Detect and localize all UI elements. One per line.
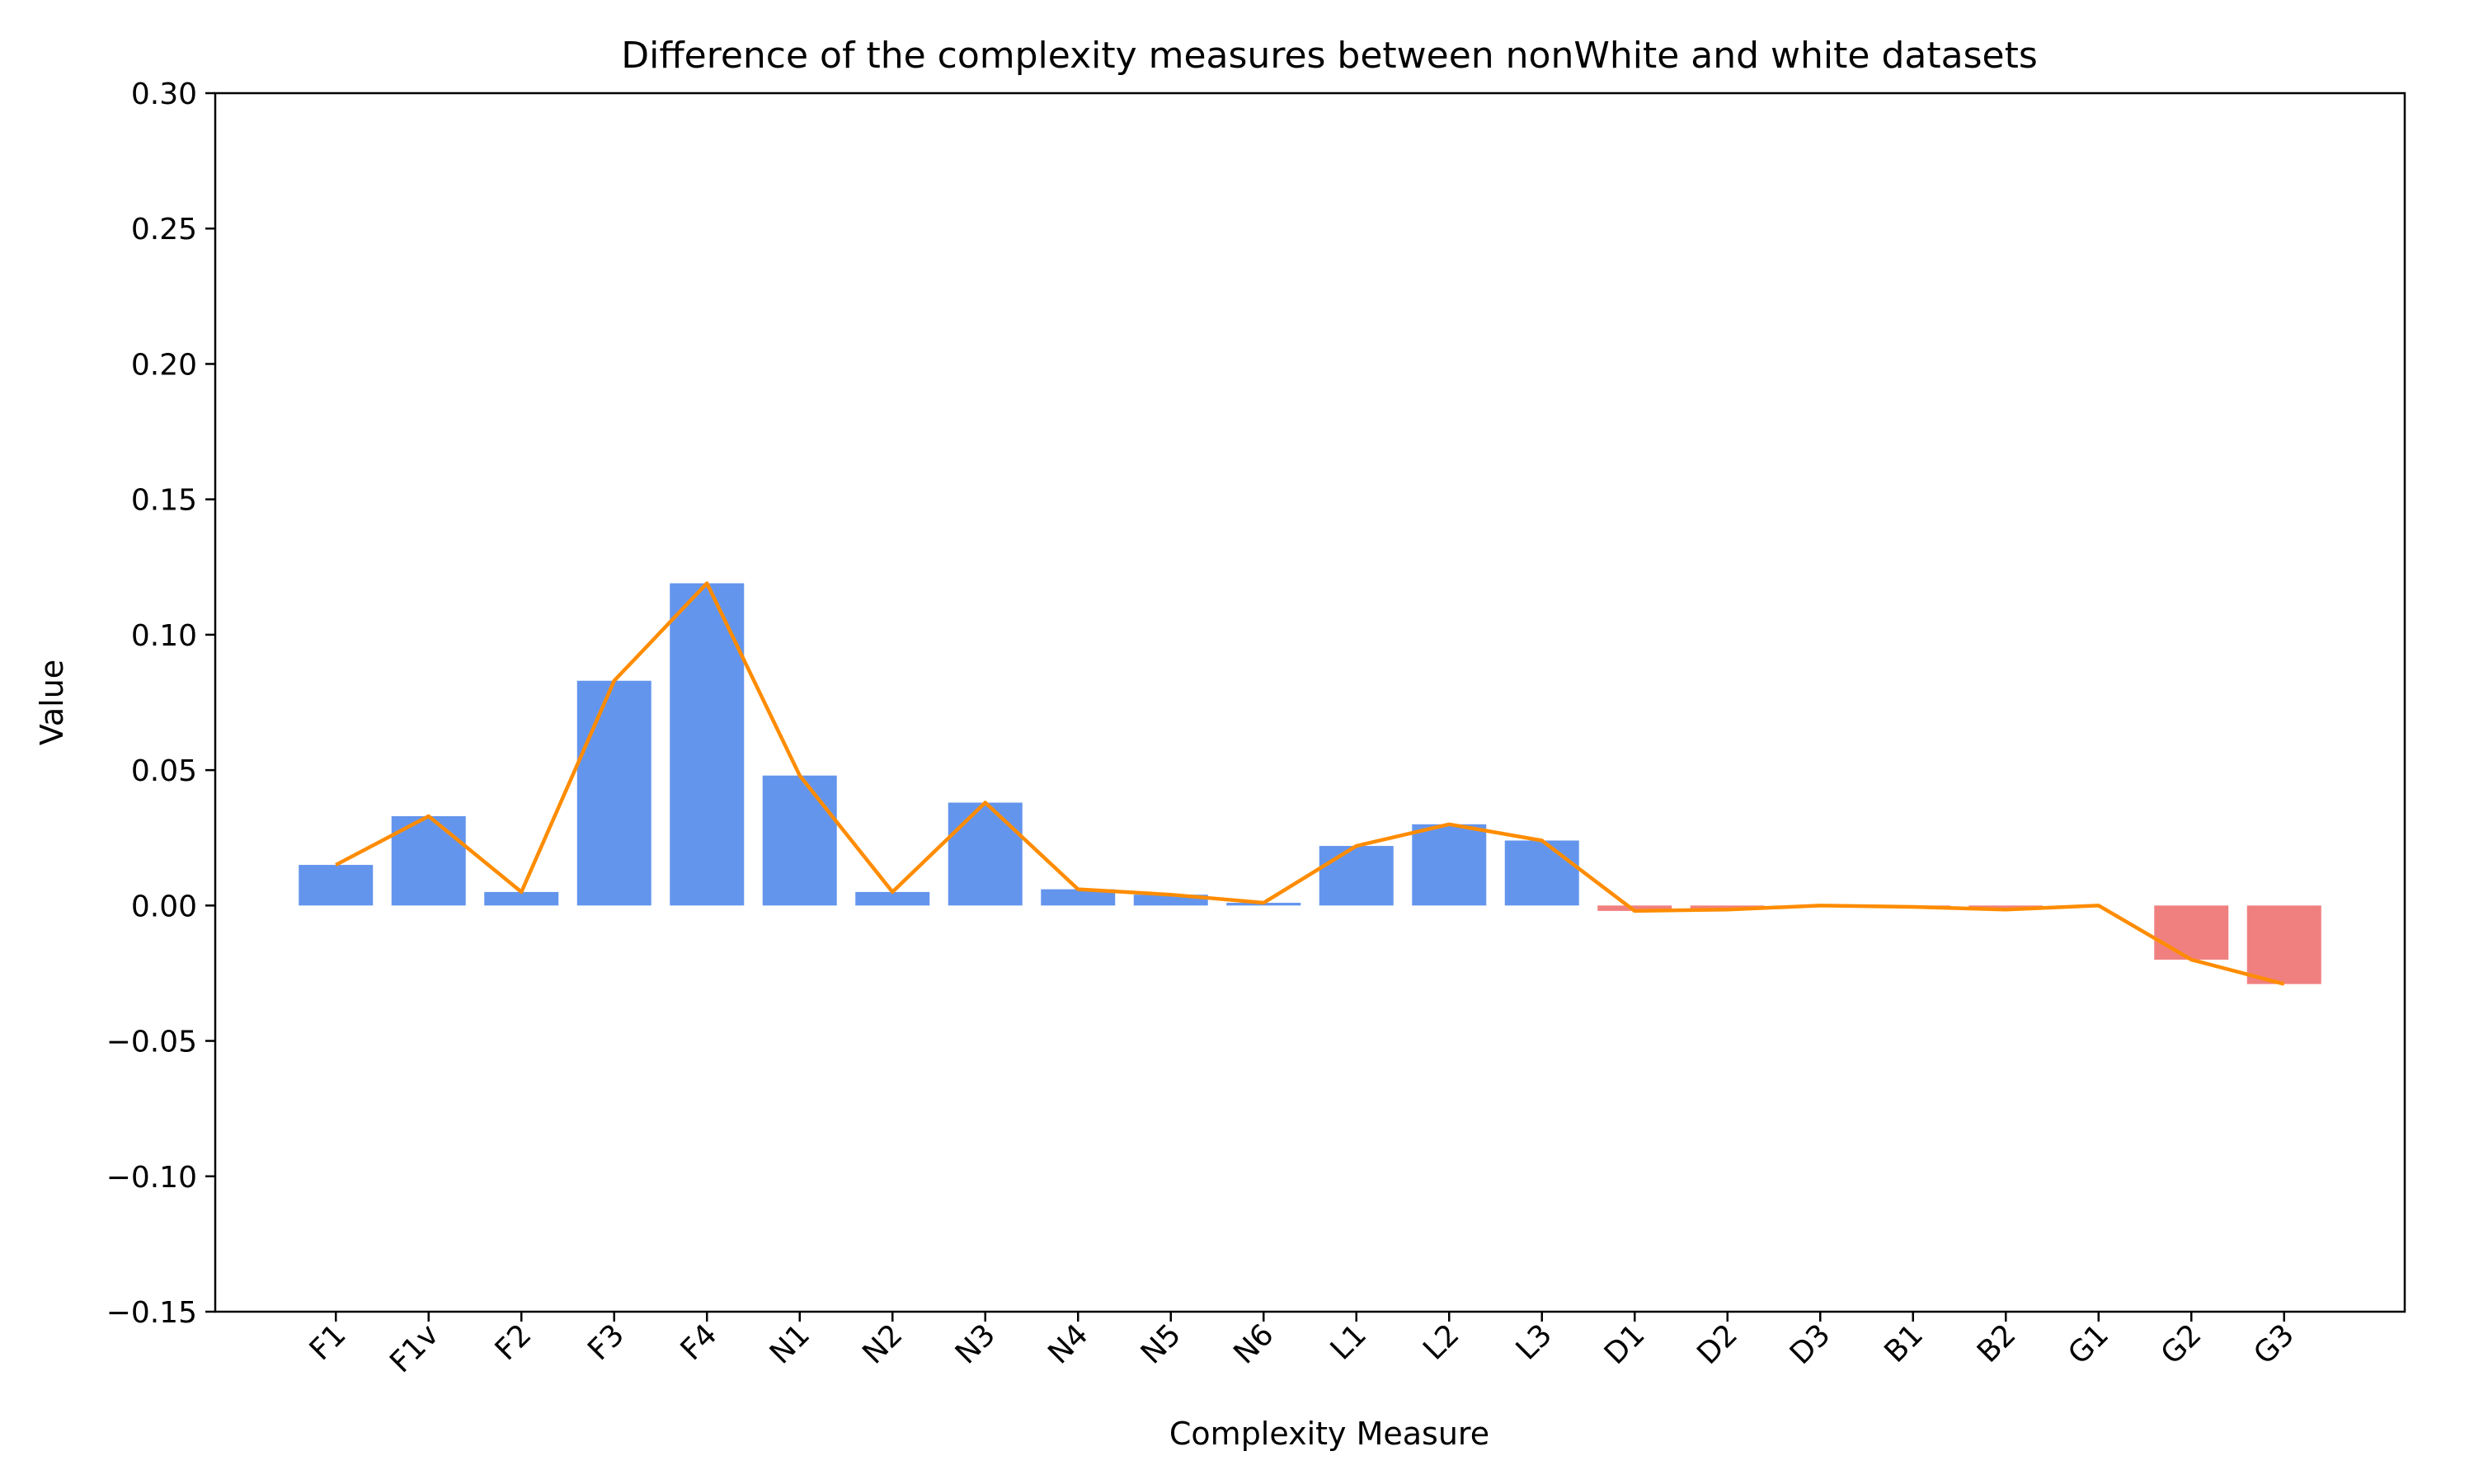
x-tick-label: F4 — [675, 1317, 724, 1367]
bar-n3 — [948, 802, 1023, 906]
y-tick-label: 0.00 — [131, 890, 197, 923]
overlay-line — [335, 581, 2285, 986]
x-tick-label: G2 — [2155, 1317, 2208, 1371]
x-tick-label: L2 — [1417, 1317, 1465, 1366]
x-tick-label: N6 — [1227, 1317, 1280, 1370]
y-axis: −0.15 −0.10 −0.05 0.00 0.05 0.10 0.15 0.20 0.25 0… — [106, 77, 215, 1330]
bar-b2 — [1968, 905, 2044, 910]
y-tick-label: 0.05 — [131, 754, 197, 788]
x-tick-label: D2 — [1691, 1317, 1744, 1371]
bar-g2 — [2154, 905, 2229, 960]
bar-l3 — [1504, 840, 1579, 906]
x-tick-label: N2 — [856, 1317, 909, 1370]
y-tick-label: 0.30 — [131, 77, 197, 111]
bar-d1 — [1597, 905, 1672, 911]
x-tick-label: N4 — [1042, 1317, 1094, 1370]
bar-f1 — [299, 865, 374, 906]
bar-l1 — [1319, 846, 1394, 906]
bar-f4 — [670, 583, 745, 906]
x-tick-label: B2 — [1971, 1317, 2023, 1369]
x-tick-label: F2 — [489, 1317, 539, 1367]
x-axis-label: Complexity Measure — [1169, 1416, 1489, 1452]
bar-n1 — [762, 775, 837, 906]
x-tick-label: F1v — [383, 1317, 445, 1379]
x-tick-label: L1 — [1324, 1317, 1373, 1366]
chart-title: Difference of the complexity measures be… — [621, 35, 2038, 77]
bar-n4 — [1041, 889, 1116, 906]
x-tick-label: G3 — [2247, 1317, 2301, 1371]
x-tick-label: D3 — [1784, 1317, 1837, 1371]
y-axis-label: Value — [34, 660, 70, 745]
x-axis: F1 F1v F2 F3 F4 N1 N2 N3 N4 N5 N6 L1 L2 L3 D1 D2 D3 B1 B2 G… — [303, 1312, 2301, 1379]
y-tick-label: −0.15 — [106, 1296, 197, 1330]
bar-n2 — [855, 891, 930, 906]
y-tick-label: 0.20 — [131, 348, 197, 382]
bar-g3 — [2246, 905, 2321, 984]
plot-area-frame — [214, 92, 2406, 1313]
y-tick-label: 0.10 — [131, 619, 197, 653]
x-tick-label: B1 — [1878, 1317, 1930, 1369]
y-tick-label: 0.15 — [131, 484, 197, 518]
x-tick-label: F1 — [303, 1317, 353, 1367]
x-tick-label: G1 — [2062, 1317, 2115, 1371]
line-series — [335, 581, 2285, 986]
bar-d2 — [1690, 905, 1765, 910]
bar-series — [299, 583, 2321, 984]
x-tick-label: F3 — [581, 1317, 631, 1367]
bar-f2 — [484, 891, 559, 906]
x-tick-label: N1 — [764, 1317, 816, 1370]
x-tick-label: D1 — [1598, 1317, 1652, 1371]
bar-f3 — [576, 680, 651, 906]
y-tick-label: −0.05 — [106, 1026, 197, 1059]
x-tick-label: N3 — [949, 1317, 1002, 1370]
x-tick-label: N5 — [1135, 1317, 1188, 1370]
y-tick-label: −0.10 — [106, 1161, 197, 1195]
y-tick-label: 0.25 — [131, 213, 197, 247]
bar-l2 — [1412, 824, 1487, 906]
x-tick-label: L3 — [1510, 1317, 1559, 1366]
